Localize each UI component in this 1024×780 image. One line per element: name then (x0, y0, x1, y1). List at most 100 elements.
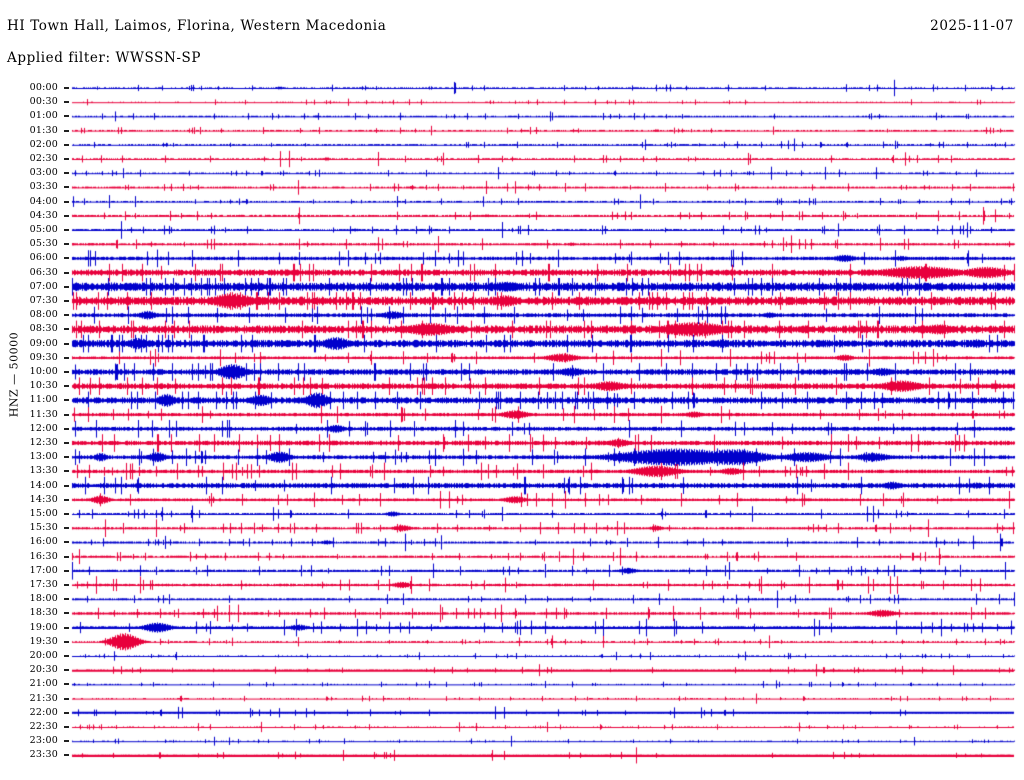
time-axis-label: 22:30 (29, 721, 58, 732)
time-axis-label: 13:30 (29, 465, 58, 477)
time-axis-tick (64, 442, 69, 444)
time-axis-label: 21:30 (29, 692, 58, 704)
time-axis-tick (64, 115, 69, 118)
time-axis-tick (64, 129, 69, 132)
time-axis-tick (64, 271, 69, 274)
time-axis-label: 00:30 (29, 96, 58, 108)
time-axis-tick (64, 626, 69, 629)
time-axis-tick (64, 640, 69, 643)
time-axis-label: 09:00 (29, 337, 58, 349)
time-axis-tick (64, 612, 69, 615)
time-axis-label: 19:30 (29, 635, 58, 647)
time-axis-tick (64, 598, 69, 601)
time-axis-tick (64, 427, 69, 430)
time-axis-tick (64, 186, 69, 189)
time-axis-tick (64, 456, 69, 459)
time-axis-tick (64, 669, 69, 672)
time-axis-label: 20:00 (29, 650, 58, 661)
time-axis-tick (64, 385, 69, 388)
time-axis-tick (64, 87, 69, 89)
time-axis-label: 15:30 (29, 522, 58, 534)
time-axis-label: 16:30 (29, 550, 58, 562)
time-axis-label: 01:30 (29, 124, 58, 136)
time-axis-label: 02:30 (29, 153, 58, 164)
time-axis-label: 18:30 (29, 607, 58, 619)
time-axis-label: 14:30 (29, 493, 58, 505)
time-axis-tick (64, 257, 69, 260)
time-axis-label: 23:30 (29, 749, 58, 761)
time-axis-tick (64, 541, 69, 544)
time-axis-tick (64, 498, 69, 501)
time-axis: 00:00 00:30 01:00 01:30 02:00 02:30 03:00 03:30… (0, 0, 72, 780)
time-axis-label: 15:00 (29, 508, 58, 519)
time-axis-tick (64, 328, 69, 331)
time-axis-tick (64, 584, 69, 586)
time-axis-label: 11:30 (29, 408, 58, 420)
time-axis-label: 21:00 (29, 678, 58, 690)
time-axis-tick (64, 484, 69, 487)
time-axis-label: 19:00 (29, 621, 58, 633)
time-axis-label: 17:00 (29, 564, 58, 576)
time-axis-tick (64, 101, 69, 104)
time-axis-tick (64, 754, 69, 757)
time-axis-tick (64, 555, 69, 558)
time-axis-tick (64, 513, 69, 515)
time-axis-label: 04:30 (29, 209, 58, 221)
time-axis-label: 08:30 (29, 323, 58, 335)
time-axis-label: 06:30 (29, 266, 58, 278)
time-axis-tick (64, 143, 69, 146)
time-axis-tick (64, 229, 69, 231)
time-axis-label: 06:00 (29, 252, 58, 264)
time-axis-tick (64, 300, 69, 302)
time-axis-label: 09:30 (29, 351, 58, 363)
time-axis-label: 04:00 (29, 195, 58, 207)
time-axis-label: 05:30 (29, 238, 58, 250)
time-axis-tick (64, 683, 69, 686)
time-axis-label: 23:00 (29, 735, 58, 747)
time-axis-label: 10:00 (29, 366, 58, 377)
time-axis-label: 13:00 (29, 451, 58, 463)
time-axis-tick (64, 285, 69, 288)
time-axis-tick (64, 200, 69, 203)
time-axis-tick (64, 711, 69, 714)
time-axis-tick (64, 740, 69, 743)
time-axis-label: 03:00 (29, 167, 58, 179)
time-axis-label: 16:00 (29, 536, 58, 548)
time-axis-label: 03:30 (29, 181, 58, 193)
time-axis-tick (64, 399, 69, 402)
time-axis-label: 18:00 (29, 593, 58, 605)
time-axis-tick (64, 527, 69, 530)
time-axis-label: 12:30 (29, 437, 58, 448)
time-axis-tick (64, 697, 69, 700)
time-axis-label: 00:00 (29, 82, 58, 93)
time-axis-label: 20:30 (29, 664, 58, 676)
time-axis-label: 07:30 (29, 295, 58, 306)
time-axis-label: 10:30 (29, 380, 58, 392)
time-axis-tick (64, 470, 69, 473)
time-axis-tick (64, 726, 69, 728)
time-axis-tick (64, 569, 69, 572)
time-axis-label: 07:00 (29, 280, 58, 292)
time-axis-label: 22:00 (29, 706, 58, 718)
time-axis-tick (64, 172, 69, 175)
time-axis-tick (64, 413, 69, 416)
time-axis-label: 02:00 (29, 138, 58, 150)
time-axis-tick (64, 214, 69, 217)
time-axis-tick (64, 314, 69, 317)
time-axis-tick (64, 342, 69, 345)
time-axis-tick (64, 158, 69, 160)
time-axis-tick (64, 243, 69, 246)
time-axis-label: 12:00 (29, 422, 58, 434)
time-axis-label: 01:00 (29, 110, 58, 122)
time-axis-tick (64, 371, 69, 373)
time-axis-label: 17:30 (29, 579, 58, 590)
time-axis-label: 14:00 (29, 479, 58, 491)
time-axis-label: 11:00 (29, 394, 58, 406)
time-axis-label: 05:00 (29, 224, 58, 235)
time-axis-label: 08:00 (29, 309, 58, 321)
time-axis-tick (64, 655, 69, 657)
time-axis-tick (64, 356, 69, 359)
